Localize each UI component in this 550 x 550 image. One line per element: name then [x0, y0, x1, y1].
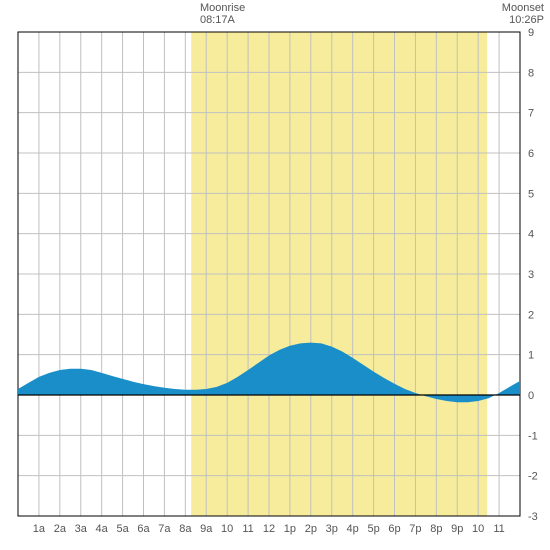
- y-tick-label: 7: [528, 108, 534, 120]
- y-tick-label: 2: [528, 309, 534, 321]
- y-tick-label: 6: [528, 148, 534, 160]
- x-tick-label: 10: [472, 523, 484, 535]
- x-tick-label: 2a: [54, 523, 67, 535]
- y-tick-label: 3: [528, 269, 534, 281]
- x-tick-label: 11: [493, 523, 504, 535]
- x-tick-label: 6a: [137, 523, 150, 535]
- x-tick-label: 7a: [158, 523, 171, 535]
- moonrise-time: 08:17A: [200, 14, 245, 26]
- y-tick-label: 5: [528, 188, 534, 200]
- x-tick-label: 12: [263, 523, 275, 535]
- x-tick-label: 3a: [75, 523, 88, 535]
- moonset-title: Moonset: [502, 2, 544, 14]
- y-tick-label: -2: [528, 471, 538, 483]
- x-tick-label: 11: [242, 523, 253, 535]
- x-tick-label: 5p: [367, 523, 379, 535]
- y-tick-label: -1: [528, 430, 538, 442]
- tide-chart: Moonrise 08:17A Moonset 10:26P -3-2-1012…: [0, 0, 550, 550]
- x-tick-label: 2p: [305, 523, 317, 535]
- x-tick-label: 3p: [326, 523, 338, 535]
- x-tick-label: 9p: [451, 523, 463, 535]
- y-tick-label: 9: [528, 27, 534, 39]
- y-tick-label: 0: [528, 390, 534, 402]
- moonrise-label: Moonrise 08:17A: [200, 2, 245, 26]
- x-tick-label: 1p: [284, 523, 296, 535]
- y-tick-label: 8: [528, 67, 534, 79]
- x-tick-label: 8a: [179, 523, 192, 535]
- x-tick-label: 9a: [200, 523, 213, 535]
- y-tick-label: -3: [528, 511, 538, 523]
- x-tick-label: 4a: [96, 523, 109, 535]
- moonrise-title: Moonrise: [200, 2, 245, 14]
- x-tick-label: 7p: [409, 523, 421, 535]
- moonset-label: Moonset 10:26P: [502, 2, 544, 26]
- x-tick-label: 10: [221, 523, 233, 535]
- x-tick-label: 6p: [388, 523, 400, 535]
- moonset-time: 10:26P: [502, 14, 544, 26]
- x-tick-label: 5a: [116, 523, 129, 535]
- chart-svg: -3-2-101234567891a2a3a4a5a6a7a8a9a101112…: [0, 0, 550, 550]
- y-tick-label: 4: [528, 229, 534, 241]
- x-tick-label: 1a: [33, 523, 46, 535]
- x-tick-label: 8p: [430, 523, 442, 535]
- y-tick-label: 1: [528, 350, 534, 362]
- x-tick-label: 4p: [347, 523, 359, 535]
